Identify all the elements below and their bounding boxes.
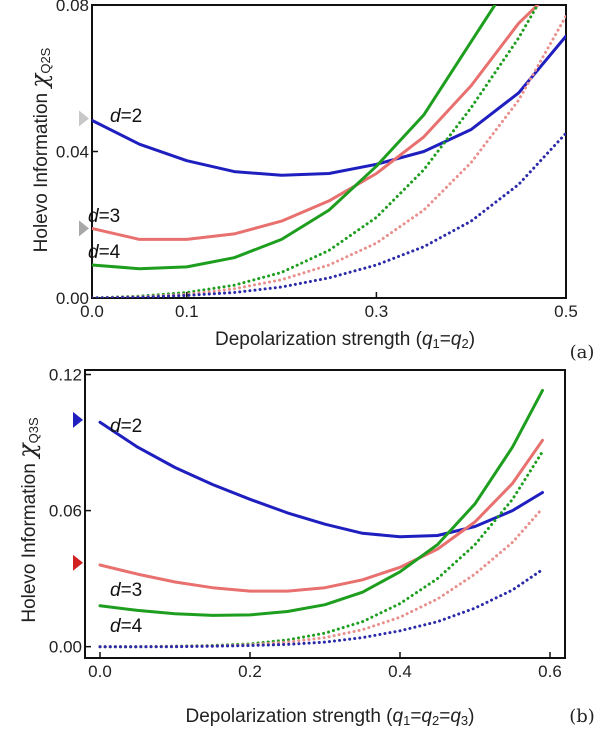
series-label-d2: d=2: [110, 106, 142, 127]
y-tick-label: 0.08: [56, 0, 89, 15]
series-label-d3: d=3: [110, 580, 142, 601]
panel-label: (a): [570, 342, 595, 363]
axis-marker-triangle: [79, 220, 89, 237]
series-line-dotted-3: [98, 450, 544, 649]
series-line-d2: [98, 420, 544, 539]
x-tick-label: 0.5: [554, 302, 578, 321]
x-axis-label: Depolarization strength (q1=q2): [215, 329, 475, 351]
y-tick-label: 0.00: [56, 289, 89, 308]
series-line-d4: [98, 388, 544, 617]
y-tick-label: 0.04: [56, 143, 89, 162]
series-line-d4: [92, 5, 497, 271]
axis-marker-triangle: [73, 554, 83, 571]
series-label-d4: d=4: [110, 616, 143, 637]
series-line-dotted-5: [98, 568, 544, 649]
series-label-d4: d=4: [88, 242, 121, 263]
chart-panel-b: 0.0 0.2 0.4 0.6 0.00 0.06 0.12 d=2 d=3 d=4 Depolar…: [13, 366, 595, 729]
series-label-d2: d=2: [110, 416, 142, 437]
x-tick-label: 0.2: [238, 662, 262, 681]
x-tick-label: 0.0: [88, 662, 112, 681]
x-tick-label: 0.3: [365, 302, 389, 321]
y-tick-label: 0.12: [49, 366, 82, 385]
y-axis-label: Holevo Information χQ3S: [13, 417, 41, 623]
x-tick-label: 0.0: [80, 302, 104, 321]
series-line-d2: [92, 34, 566, 177]
y-tick-label: 0.00: [49, 638, 82, 657]
panel-label: (b): [569, 706, 595, 727]
axis-marker-triangle: [73, 411, 83, 428]
y-tick-label: 0.06: [49, 502, 82, 521]
series-label-d3: d=3: [88, 206, 120, 227]
plot-frame: [84, 369, 566, 659]
x-tick-label: 0.6: [538, 662, 562, 681]
y-axis-label: Holevo Information χQ2S: [27, 47, 53, 252]
x-axis-label: Depolarization strength (q1=q2=q3): [186, 706, 475, 728]
series-line-dotted-5: [92, 131, 566, 298]
x-tick-label: 0.1: [175, 302, 199, 321]
series-line-dotted-4: [92, 14, 566, 298]
series-line-d3: [98, 438, 544, 593]
series-line-dotted-4: [98, 506, 544, 649]
x-tick-label: 0.4: [388, 662, 412, 681]
series-line-d3: [92, 5, 540, 241]
series-line-dotted-3: [92, 5, 540, 298]
chart-panel-a: 0.0 0.1 0.3 0.5 0.00 0.04 0.08 d=2 d=3 d=4 Depolar…: [27, 0, 594, 363]
axis-marker-triangle: [79, 110, 89, 127]
